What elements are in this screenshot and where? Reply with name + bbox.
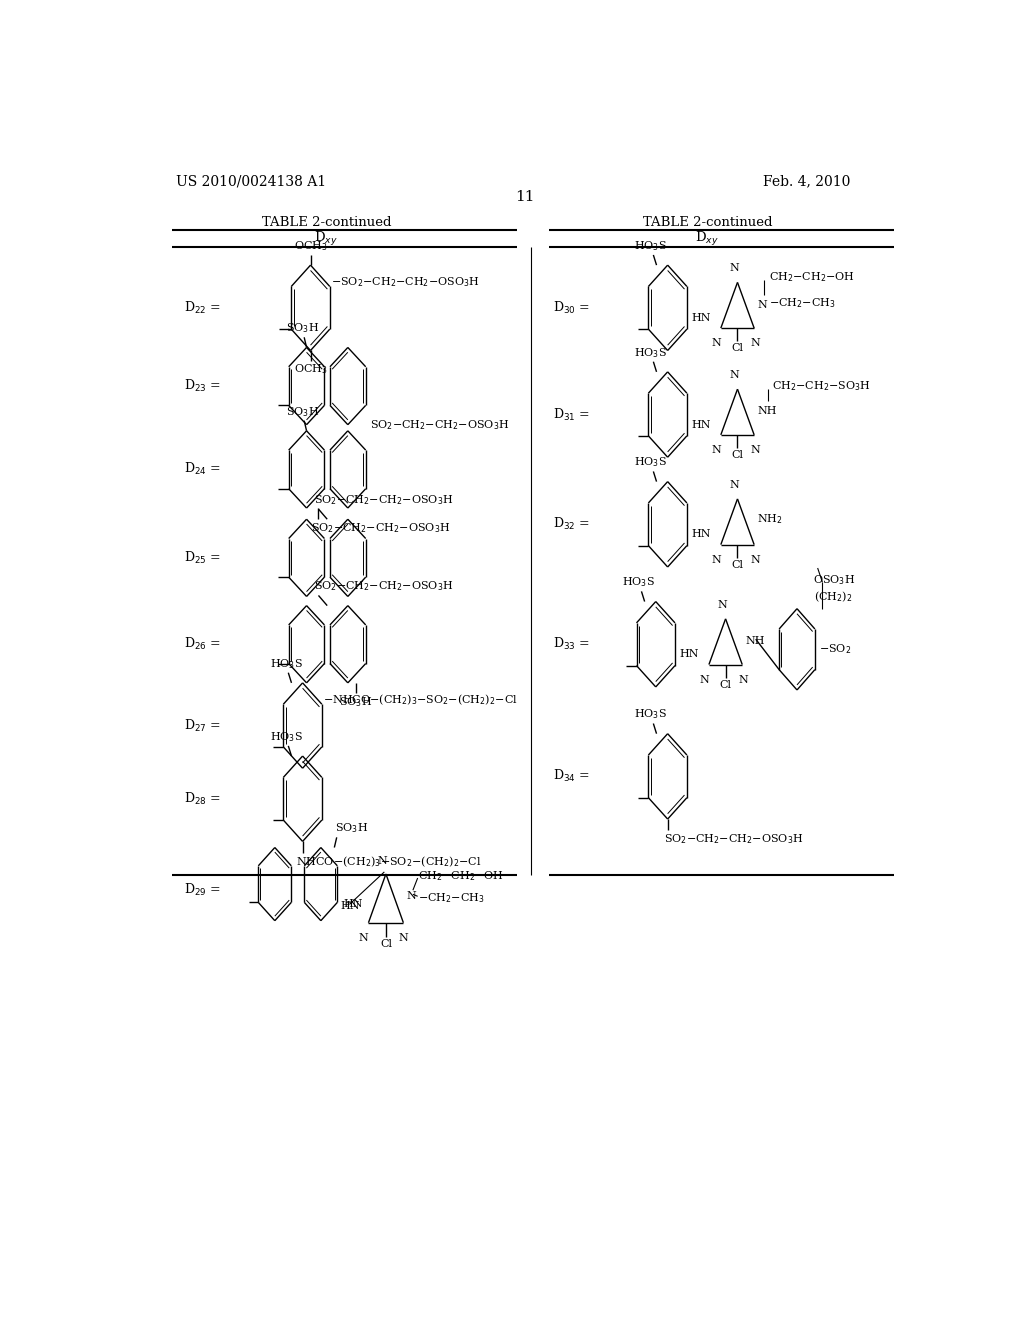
Text: N: N	[750, 445, 760, 455]
Text: HN: HN	[691, 313, 711, 323]
Text: HO$_3$S: HO$_3$S	[634, 346, 667, 359]
Text: Feb. 4, 2010: Feb. 4, 2010	[763, 174, 850, 189]
Text: Cl: Cl	[731, 343, 743, 354]
Text: OCH$_3$: OCH$_3$	[294, 363, 328, 376]
Text: US 2010/0024138 A1: US 2010/0024138 A1	[176, 174, 326, 189]
Text: TABLE 2-continued: TABLE 2-continued	[643, 216, 772, 228]
Text: TABLE 2-continued: TABLE 2-continued	[262, 216, 391, 228]
Text: $-$SO$_2$: $-$SO$_2$	[819, 643, 852, 656]
Text: D$_{23}$ =: D$_{23}$ =	[183, 378, 220, 395]
Text: HO$_3$S: HO$_3$S	[634, 455, 667, 470]
Text: N: N	[758, 300, 767, 310]
Text: N: N	[712, 554, 721, 565]
Text: HN: HN	[343, 899, 362, 909]
Text: D$_{31}$ =: D$_{31}$ =	[553, 407, 590, 422]
Text: N: N	[729, 479, 739, 490]
Text: SO$_2$$-$CH$_2$$-$CH$_2$$-$OSO$_3$H: SO$_2$$-$CH$_2$$-$CH$_2$$-$OSO$_3$H	[310, 521, 450, 535]
Text: HN: HN	[691, 529, 711, 540]
Text: CH$_2$$-$CH$_2$$-$OH: CH$_2$$-$CH$_2$$-$OH	[418, 869, 504, 883]
Text: D$_{26}$ =: D$_{26}$ =	[183, 636, 220, 652]
Text: N: N	[712, 445, 721, 455]
Text: SO$_3$H: SO$_3$H	[286, 405, 319, 418]
Text: NH: NH	[758, 407, 777, 417]
Text: CH$_2$$-$CH$_2$$-$OH: CH$_2$$-$CH$_2$$-$OH	[769, 271, 855, 284]
Text: N: N	[729, 370, 739, 380]
Text: $-$CH$_2$$-$CH$_3$: $-$CH$_2$$-$CH$_3$	[769, 296, 836, 310]
Text: N: N	[750, 554, 760, 565]
Text: SO$_2$$-$CH$_2$$-$CH$_2$$-$OSO$_3$H: SO$_2$$-$CH$_2$$-$CH$_2$$-$OSO$_3$H	[664, 833, 803, 846]
Text: HO$_3$S: HO$_3$S	[270, 657, 303, 671]
Text: SO$_3$H: SO$_3$H	[335, 821, 369, 836]
Text: Cl: Cl	[731, 560, 743, 570]
Text: Cl: Cl	[380, 939, 392, 949]
Text: OSO$_3$H: OSO$_3$H	[813, 573, 855, 587]
Text: D$_{33}$ =: D$_{33}$ =	[553, 636, 590, 652]
Text: N: N	[407, 891, 417, 902]
Text: SO$_2$$-$CH$_2$$-$CH$_2$$-$OSO$_3$H: SO$_2$$-$CH$_2$$-$CH$_2$$-$OSO$_3$H	[314, 494, 454, 507]
Text: D$_{30}$ =: D$_{30}$ =	[553, 300, 590, 315]
Text: D$_{29}$ =: D$_{29}$ =	[183, 882, 220, 898]
Text: HN: HN	[341, 902, 360, 912]
Text: D$_{xy}$: D$_{xy}$	[695, 230, 719, 248]
Text: D$_{28}$ =: D$_{28}$ =	[183, 791, 220, 807]
Text: N: N	[699, 675, 709, 685]
Text: Cl: Cl	[731, 450, 743, 461]
Text: N: N	[729, 263, 739, 273]
Text: D$_{34}$ =: D$_{34}$ =	[553, 768, 590, 784]
Text: N: N	[750, 338, 760, 348]
Text: OCH$_3$: OCH$_3$	[294, 239, 328, 253]
Text: HO$_3$S: HO$_3$S	[634, 708, 667, 722]
Text: CH$_2$$-$CH$_2$$-$SO$_3$H: CH$_2$$-$CH$_2$$-$SO$_3$H	[772, 379, 870, 393]
Text: HO$_3$S: HO$_3$S	[622, 576, 654, 589]
Text: D$_{xy}$: D$_{xy}$	[314, 230, 338, 248]
Text: N: N	[377, 855, 387, 866]
Text: $-$NHCO$-$(CH$_2$)$_3$$-$SO$_2$$-$(CH$_2$)$_2$$-$Cl: $-$NHCO$-$(CH$_2$)$_3$$-$SO$_2$$-$(CH$_2…	[324, 693, 518, 708]
Text: 11: 11	[515, 190, 535, 205]
Text: D$_{32}$ =: D$_{32}$ =	[553, 516, 590, 532]
Text: $-$SO$_2$$-$CH$_2$$-$CH$_2$$-$OSO$_3$H: $-$SO$_2$$-$CH$_2$$-$CH$_2$$-$OSO$_3$H	[332, 276, 480, 289]
Text: D$_{22}$ =: D$_{22}$ =	[183, 300, 220, 315]
Text: HO$_3$S: HO$_3$S	[270, 730, 303, 744]
Text: SO$_2$$-$CH$_2$$-$CH$_2$$-$OSO$_3$H: SO$_2$$-$CH$_2$$-$CH$_2$$-$OSO$_3$H	[370, 418, 510, 432]
Text: N: N	[398, 933, 409, 942]
Text: HN: HN	[691, 420, 711, 430]
Text: HN: HN	[680, 649, 699, 660]
Text: D$_{27}$ =: D$_{27}$ =	[183, 718, 220, 734]
Text: N: N	[712, 338, 721, 348]
Text: SO$_2$$-$CH$_2$$-$CH$_2$$-$OSO$_3$H: SO$_2$$-$CH$_2$$-$CH$_2$$-$OSO$_3$H	[314, 579, 454, 594]
Text: HO$_3$S: HO$_3$S	[634, 239, 667, 253]
Text: (CH$_2$)$_2$: (CH$_2$)$_2$	[814, 589, 853, 603]
Text: NH$_2$: NH$_2$	[758, 512, 783, 527]
Text: N: N	[358, 933, 369, 942]
Text: NHCO$-$(CH$_2$)$_3$$-$SO$_2$$-$(CH$_2$)$_2$$-$Cl: NHCO$-$(CH$_2$)$_3$$-$SO$_2$$-$(CH$_2$)$…	[296, 854, 481, 870]
Text: $-$CH$_2$$-$CH$_3$: $-$CH$_2$$-$CH$_3$	[418, 891, 484, 906]
Text: SO$_3$H: SO$_3$H	[286, 322, 319, 335]
Text: N: N	[738, 675, 748, 685]
Text: N: N	[718, 599, 727, 610]
Text: D$_{25}$ =: D$_{25}$ =	[183, 550, 220, 566]
Text: NH: NH	[745, 636, 765, 647]
Text: Cl: Cl	[720, 680, 731, 690]
Text: SO$_3$H: SO$_3$H	[339, 696, 373, 709]
Text: D$_{24}$ =: D$_{24}$ =	[183, 462, 220, 478]
